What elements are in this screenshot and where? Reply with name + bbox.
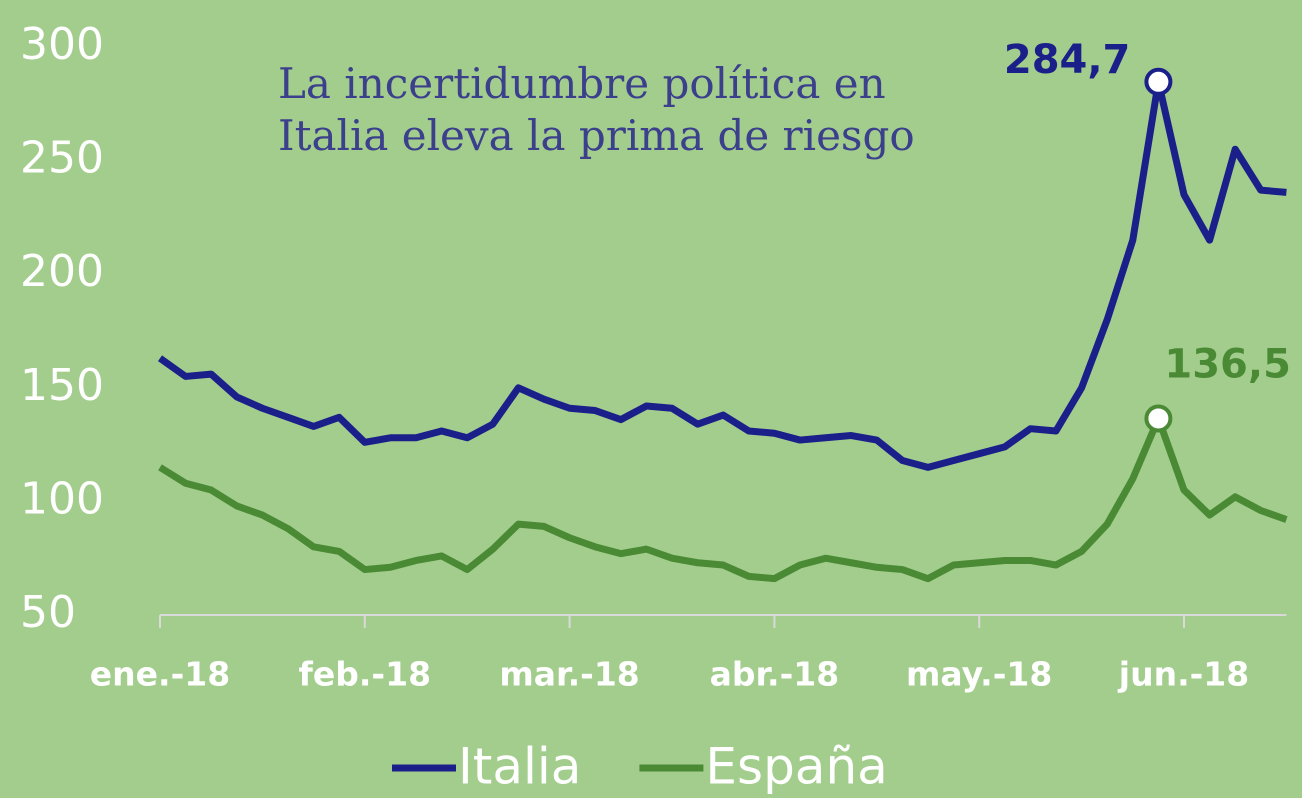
peak-marker xyxy=(1144,67,1173,96)
x-tick-label: mar.-18 xyxy=(499,655,639,694)
peak-marker xyxy=(1144,404,1173,433)
y-tick-label: 50 xyxy=(20,587,76,638)
chart-title: La incertidumbre política en Italia elev… xyxy=(278,59,915,160)
x-tick-label: jun.-18 xyxy=(1117,655,1249,694)
legend-label: Italia xyxy=(458,738,581,796)
x-tick-label: may.-18 xyxy=(906,655,1052,694)
legend-label: España xyxy=(705,738,887,796)
y-tick-label: 150 xyxy=(20,360,104,411)
x-tick-label: ene.-18 xyxy=(90,655,230,694)
y-tick-label: 100 xyxy=(20,473,104,524)
value-label: 284,7 xyxy=(1004,37,1131,83)
x-tick-label: abr.-18 xyxy=(710,655,840,694)
y-tick-label: 300 xyxy=(20,19,104,70)
series-line xyxy=(158,414,1288,583)
x-tick-label: feb.-18 xyxy=(299,655,432,694)
series-line xyxy=(157,78,1287,471)
y-tick-label: 200 xyxy=(20,246,104,297)
value-label: 136,5 xyxy=(1164,341,1291,387)
y-tick-label: 250 xyxy=(20,133,104,184)
